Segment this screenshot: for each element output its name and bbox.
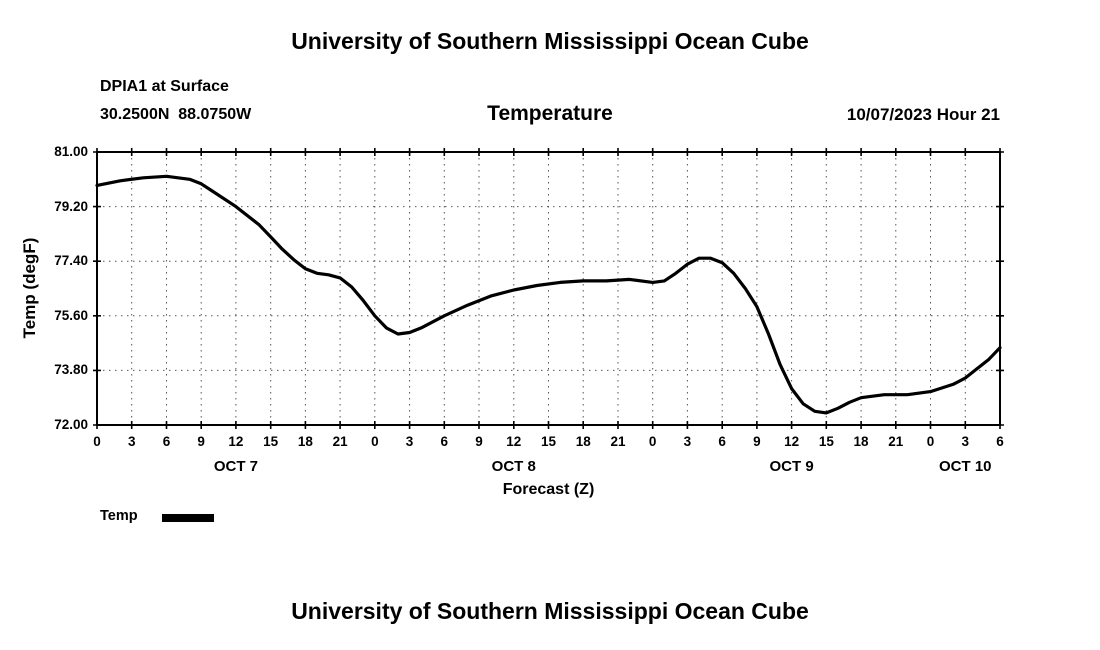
y-tick-label: 72.00 (54, 417, 88, 432)
x-tick-label: 12 (228, 434, 244, 449)
y-tick-label: 81.00 (54, 144, 88, 159)
x-tick-label: 9 (753, 434, 761, 449)
x-tick-label: 9 (475, 434, 483, 449)
x-tick-label: 15 (263, 434, 279, 449)
x-tick-label: 18 (575, 434, 591, 449)
x-tick-label: 15 (540, 434, 557, 449)
x-tick-label: 12 (506, 434, 522, 449)
x-day-label: OCT 8 (491, 458, 536, 475)
coordinates-label: 30.2500N 88.0750W (100, 106, 252, 123)
x-tick-label: 6 (440, 434, 449, 449)
plot-frame (96, 151, 1001, 426)
x-tick-label: 18 (853, 434, 869, 449)
x-tick-label: 6 (996, 434, 1004, 449)
temperature-line-chart (93, 148, 1004, 429)
x-tick-label: 18 (297, 434, 313, 449)
x-tick-label: 0 (648, 434, 657, 449)
axis-tick-marks (93, 148, 1004, 429)
x-tick-label: 3 (961, 434, 970, 449)
x-tick-label: 21 (332, 434, 348, 449)
x-day-label: OCT 7 (213, 458, 259, 475)
x-tick-label: 9 (197, 434, 205, 449)
x-tick-label: 15 (818, 434, 834, 449)
x-tick-label: 3 (683, 434, 692, 449)
y-tick-label: 79.20 (54, 198, 88, 214)
datetime-label: 10/07/2023 Hour 21 (846, 105, 1000, 124)
temp-series-line (95, 174, 1002, 415)
x-tick-label: 3 (405, 434, 414, 449)
legend-label: Temp (100, 508, 138, 524)
x-day-label: OCT 9 (769, 458, 814, 475)
x-tick-label: 0 (926, 434, 935, 449)
x-tick-label: 3 (127, 434, 136, 449)
y-tick-label: 75.60 (54, 307, 88, 323)
station-label: DPIA1 at Surface (100, 78, 229, 95)
grid-lines (97, 152, 1000, 425)
x-axis-title: Forecast (Z) (502, 481, 595, 498)
x-tick-label: 21 (888, 434, 904, 449)
y-tick-label: 73.80 (54, 362, 88, 378)
plot-area (92, 147, 1005, 430)
x-tick-label: 0 (93, 434, 101, 449)
x-tick-label: 21 (610, 434, 626, 449)
second-page-title: University of Southern Mississippi Ocean… (291, 598, 809, 624)
x-tick-label: 12 (784, 434, 800, 449)
x-tick-label: 0 (371, 434, 379, 449)
x-tick-label: 6 (162, 434, 171, 449)
legend-line-swatch (162, 514, 214, 522)
x-day-label: OCT 10 (939, 458, 992, 475)
y-tick-label: 77.40 (54, 253, 88, 269)
x-tick-label: 6 (718, 434, 726, 449)
page-title: University of Southern Mississippi Ocean… (291, 28, 809, 54)
plot-title: Temperature (487, 102, 613, 125)
